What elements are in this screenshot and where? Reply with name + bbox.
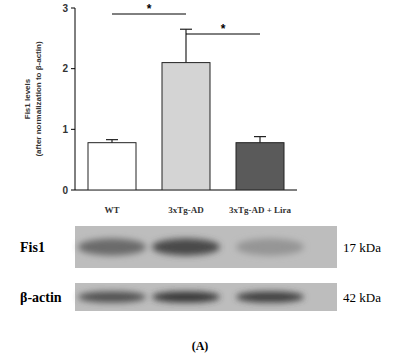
bar (162, 63, 210, 190)
band (152, 291, 220, 302)
bands (78, 291, 304, 302)
error-line (259, 137, 260, 143)
y-tick-label: 0 (62, 185, 68, 196)
significance-star: * (147, 2, 152, 16)
blot-background (75, 283, 337, 311)
y-tick (71, 129, 75, 130)
y-axis (75, 8, 76, 190)
blot-strip (75, 283, 337, 311)
bands (78, 239, 304, 256)
blot-size: 42 kDa (343, 290, 381, 305)
y-tick-label: 1 (62, 124, 68, 135)
y-tick (71, 8, 75, 9)
band (236, 291, 304, 302)
y-label-line: Fis1 levels (23, 78, 32, 119)
panel-label: (A) (192, 339, 209, 353)
bar (88, 143, 136, 190)
band (78, 239, 146, 256)
blot-background (75, 226, 337, 268)
figure: 0 1 2 3 Fis1 levels(after normalization to β… (0, 0, 400, 364)
y-tick-label: 3 (62, 3, 68, 14)
blot-strip (75, 226, 337, 268)
error-cap (254, 136, 266, 137)
blot-size: 17 kDa (343, 240, 381, 255)
x-tick-label: 3xTg-AD (168, 205, 204, 215)
significance-star: * (221, 22, 226, 36)
blot-label: β-actin (20, 290, 62, 305)
y-axis-label: Fis1 levels(after normalization to β-act… (23, 41, 43, 156)
band (152, 239, 220, 256)
x-tick-label: 3xTg-AD + Lira (229, 205, 292, 215)
band (78, 291, 146, 302)
band (236, 239, 304, 256)
y-tick-label: 2 (62, 63, 68, 74)
y-tick (71, 190, 75, 191)
error-bar (106, 140, 118, 143)
error-cap (106, 139, 118, 140)
error-bar (254, 137, 266, 143)
x-tick-label: WT (104, 205, 119, 215)
y-tick (71, 68, 75, 69)
bars (88, 29, 284, 190)
blot-label: Fis1 (20, 240, 45, 255)
bar (236, 143, 284, 190)
y-label-line: (after normalization to β-actin) (34, 41, 43, 156)
error-cap (180, 29, 192, 30)
